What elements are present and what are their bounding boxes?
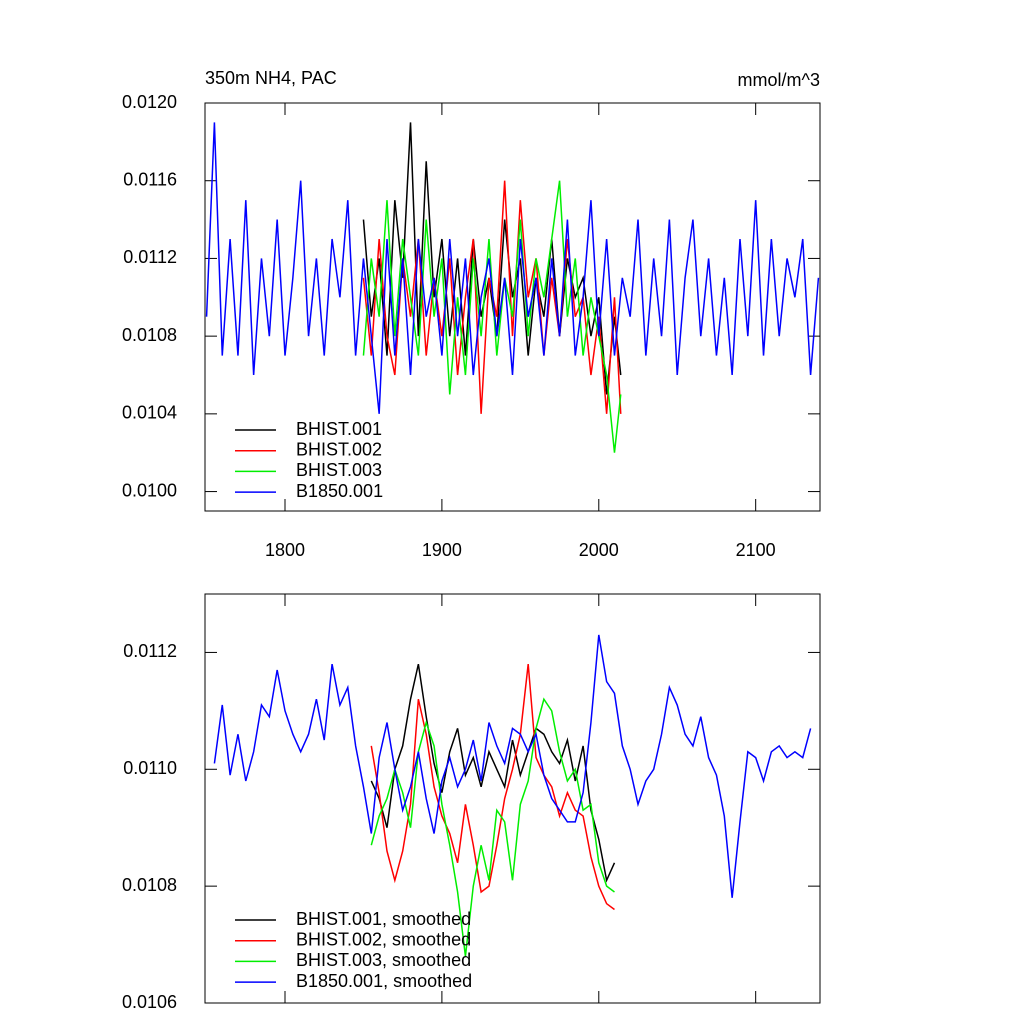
x-tick-label: 2000 bbox=[579, 540, 619, 560]
plot-frame bbox=[204, 102, 821, 512]
y-tick-label: 0.0108 bbox=[122, 325, 177, 345]
legend-label: BHIST.003, smoothed bbox=[296, 950, 471, 970]
y-tick-label: 0.0100 bbox=[122, 480, 177, 500]
x-tick-label: 2100 bbox=[736, 540, 776, 560]
y-tick-label: 0.0116 bbox=[123, 169, 177, 189]
series-line bbox=[370, 697, 615, 957]
legend-label: BHIST.001 bbox=[296, 419, 382, 439]
y-tick-label: 0.0112 bbox=[123, 247, 177, 267]
x-tick-label: 1900 bbox=[422, 540, 462, 560]
units-label: mmol/m^3 bbox=[738, 70, 820, 90]
series-line bbox=[362, 180, 622, 453]
y-tick-label: 0.0104 bbox=[122, 403, 177, 423]
legend-label: BHIST.001, smoothed bbox=[296, 909, 471, 929]
y-tick-label: 0.0112 bbox=[123, 641, 177, 661]
legend-label: BHIST.002, smoothed bbox=[296, 929, 471, 949]
legend-label: BHIST.003 bbox=[296, 460, 382, 480]
y-tick-label: 0.0108 bbox=[122, 875, 177, 895]
y-tick-label: 0.0110 bbox=[123, 758, 177, 778]
legend-label: B1850.001 bbox=[296, 481, 383, 501]
chart-title: 350m NH4, PAC bbox=[205, 68, 337, 88]
series-line bbox=[370, 663, 616, 883]
series-line bbox=[213, 634, 812, 898]
legend-label: BHIST.002 bbox=[296, 439, 382, 459]
x-tick-label: 1800 bbox=[265, 540, 305, 560]
y-tick-label: 0.0106 bbox=[122, 992, 177, 1012]
series-line bbox=[205, 122, 820, 414]
legend-label: B1850.001, smoothed bbox=[296, 971, 472, 991]
y-tick-label: 0.0120 bbox=[122, 92, 177, 112]
plot-frame bbox=[204, 593, 821, 1004]
series-line bbox=[370, 664, 615, 911]
